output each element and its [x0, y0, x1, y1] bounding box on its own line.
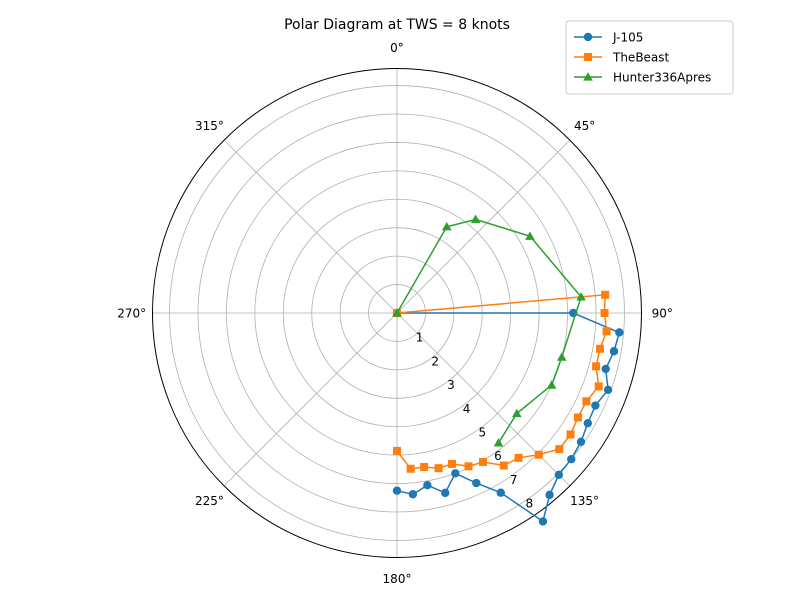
data-point [393, 446, 401, 455]
data-point [601, 364, 610, 374]
radius-tick-label: 1 [416, 331, 424, 345]
series-thebeast [393, 290, 611, 473]
legend-frame [565, 20, 734, 95]
data-point [595, 344, 604, 353]
data-point [546, 380, 557, 389]
series-j-105 [392, 308, 624, 526]
data-point [525, 231, 535, 240]
angle-tick-label: 135° [570, 494, 599, 508]
angle-gridline [223, 139, 398, 314]
data-point [493, 438, 504, 447]
radius-tick-label: 5 [478, 426, 486, 440]
legend-marker [583, 72, 593, 81]
data-point [582, 397, 591, 406]
data-point [392, 486, 402, 495]
data-point [554, 470, 564, 480]
data-point [602, 327, 611, 336]
data-point [392, 308, 402, 317]
data-point [423, 480, 432, 490]
radius-tick-label: 8 [526, 497, 534, 511]
data-point [514, 453, 523, 462]
data-point [601, 290, 610, 299]
angle-tick-label: 0° [390, 41, 404, 55]
data-point [451, 469, 460, 478]
data-point [603, 385, 613, 395]
series-line [396, 293, 608, 470]
legend-marker [583, 32, 593, 42]
plot-area [392, 214, 624, 526]
data-point [440, 488, 450, 498]
data-point [573, 413, 582, 422]
angle-tick-label: 90° [652, 307, 673, 321]
radius-tick-label: 2 [431, 354, 439, 368]
chart-title: Polar Diagram at TWS = 8 knots [284, 17, 510, 33]
data-point [591, 401, 600, 410]
data-point [447, 459, 456, 468]
angle-tick-label: 315° [195, 119, 224, 133]
series-line [396, 218, 582, 444]
data-point [567, 454, 576, 464]
data-point [499, 461, 508, 470]
data-point [441, 222, 452, 231]
data-point [592, 362, 601, 371]
legend-label: TheBeast [612, 51, 670, 65]
legend-entry: J-105 [574, 31, 643, 45]
angle-gridline [223, 312, 398, 487]
data-point [470, 214, 481, 223]
data-point [406, 464, 415, 473]
data-point [538, 517, 548, 526]
radius-tick-label: 7 [510, 473, 518, 487]
legend-entry: TheBeast [574, 51, 670, 65]
legend-marker [584, 53, 592, 61]
data-point [511, 408, 522, 418]
data-point [464, 462, 473, 471]
series-line [396, 312, 621, 523]
angle-tick-label: 225° [195, 494, 224, 508]
data-point [594, 382, 603, 391]
angle-tick-label: 180° [383, 572, 412, 586]
angle-tick-label: 45° [574, 119, 595, 133]
data-point [545, 490, 554, 500]
polar-outer-frame [152, 68, 642, 558]
data-point [496, 488, 505, 497]
data-point [534, 450, 543, 459]
legend-entry: Hunter336Apres [574, 71, 711, 85]
data-point [615, 328, 624, 337]
data-point [583, 418, 593, 428]
data-point [609, 347, 619, 356]
data-point [479, 457, 488, 466]
data-point [576, 292, 586, 301]
legend-label: J-105 [612, 31, 643, 45]
radius-tick-label: 3 [447, 378, 455, 392]
angle-tick-label: 270° [117, 307, 146, 321]
data-point [576, 437, 586, 447]
radius-tick-label: 6 [494, 449, 502, 463]
legend: J-105 TheBeast Hunter336Apres [565, 20, 734, 95]
legend-label: Hunter336Apres [613, 71, 711, 85]
angle-gridline [396, 139, 571, 314]
data-point [555, 445, 564, 454]
data-point [434, 464, 443, 473]
radius-tick-label: 4 [463, 402, 471, 416]
data-point [472, 478, 481, 488]
data-point [408, 490, 418, 499]
data-point [566, 430, 575, 439]
data-point [556, 352, 567, 361]
data-point [600, 309, 609, 317]
angle-tick-labels: 0° 45° 90° 135° 180° 225° 270° 315° [117, 41, 673, 586]
series-hunter336apres [392, 214, 586, 447]
data-point [420, 462, 429, 471]
